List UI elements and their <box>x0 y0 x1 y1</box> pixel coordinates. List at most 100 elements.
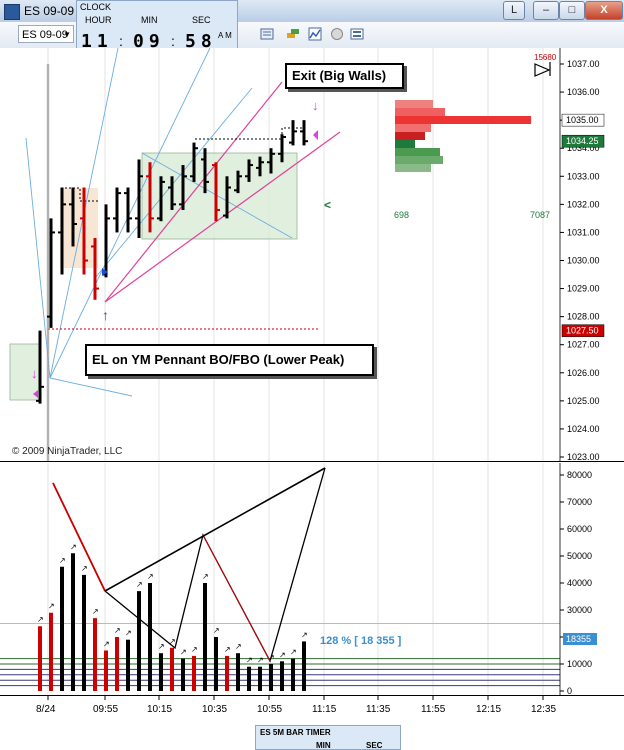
volume-up-arrow-icon: ↗ <box>59 556 66 565</box>
volume-up-arrow-icon: ↗ <box>81 564 88 573</box>
x-tick-label: 12:15 <box>476 704 501 715</box>
pennant-lower-line <box>104 131 341 303</box>
y-tick-label: 50000 <box>567 551 592 561</box>
x-tick-label: 11:55 <box>421 704 446 715</box>
buy-arrow-icon: ↑ <box>102 307 109 323</box>
clock-sec-label: SEC <box>192 15 211 25</box>
volume-up-arrow-icon: ↗ <box>125 629 132 638</box>
y-tick-label: 1023.00 <box>567 452 600 462</box>
exit-marker-icon <box>33 390 38 398</box>
instrument-dropdown[interactable]: ES 09-09 ▼ <box>18 25 74 43</box>
strategy-icon[interactable] <box>286 27 300 41</box>
x-tick-label: 10:35 <box>202 704 227 715</box>
volume-up-arrow-icon: ↗ <box>37 615 44 624</box>
restore-button[interactable]: L <box>503 1 525 20</box>
entry-arrow-icon: ↓ <box>31 366 38 381</box>
price-tag-label: 1035.00 <box>566 115 599 125</box>
volume-zigzag-rising <box>104 467 326 592</box>
minimize-button[interactable]: – <box>533 1 559 20</box>
close-button[interactable]: X <box>585 1 623 20</box>
indicator-icon[interactable] <box>308 27 322 41</box>
clock-separator: : <box>171 33 175 49</box>
price-chart[interactable]: ↓ ↓ ↑ < 698 7087 15680 1037.001036.00103… <box>0 48 624 462</box>
clock-widget: CLOCK HOUR MIN SEC 11 : 09 : 58 A M <box>76 0 238 56</box>
entry-annotation: EL on YM Pennant BO/FBO (Lower Peak) <box>85 344 374 376</box>
time-axis: 8/24 09:55 10:15 10:35 10:55 11:15 11:35 11:55 1… <box>0 695 624 726</box>
price-tag-label: 1034.25 <box>566 136 599 146</box>
bar-marker-icon <box>102 268 108 276</box>
y-tick-label: 60000 <box>567 524 592 534</box>
exit-marker-icon <box>313 130 318 140</box>
x-tick-label: 8/24 <box>36 704 56 715</box>
volume-up-arrow-icon: ↗ <box>147 572 154 581</box>
clock-hour-label: HOUR <box>85 15 112 25</box>
x-tick-label: 12:35 <box>531 704 556 715</box>
volume-up-arrow-icon: ↗ <box>70 542 77 551</box>
volume-up-arrow-icon: ↗ <box>158 642 165 651</box>
volume-up-arrow-icon: ↗ <box>191 645 198 654</box>
y-tick-label: 70000 <box>567 497 592 507</box>
y-tick-label: 1028.00 <box>567 312 600 322</box>
y-tick-label: 30000 <box>567 605 592 615</box>
clock-sec: 58 <box>185 31 217 52</box>
x-tick-label: 11:35 <box>366 704 391 715</box>
y-tick-label: 1026.00 <box>567 368 600 378</box>
pennant-upper-line <box>104 81 283 303</box>
volume-up-arrow-icon: ↗ <box>92 607 99 616</box>
chevron-down-icon: ▼ <box>63 30 71 39</box>
y-tick-label: 1025.00 <box>567 396 600 406</box>
window-title: ES 09-09 <box>24 4 75 18</box>
y-tick-label: 1033.00 <box>567 171 600 181</box>
x-tick-label: 10:15 <box>147 704 172 715</box>
volume-up-arrow-icon: ↗ <box>290 648 297 657</box>
copyright-text: © 2009 NinjaTrader, LLC <box>12 446 123 457</box>
time-axis-svg: 8/24 09:55 10:15 10:35 10:55 11:15 11:35 11:55 1… <box>36 696 556 715</box>
zoom-icon[interactable] <box>330 27 344 41</box>
y-tick-label: 40000 <box>567 578 592 588</box>
clock-separator: : <box>119 33 123 49</box>
volume-up-arrow-icon: ↗ <box>202 572 209 581</box>
data-box-icon[interactable] <box>350 27 364 41</box>
volume-up-arrow-icon: ↗ <box>257 656 264 665</box>
volume-zigzag-down <box>52 482 106 592</box>
volume-up-arrow-icon: ↗ <box>114 626 121 635</box>
volume-up-arrow-icon: ↗ <box>213 626 220 635</box>
properties-icon[interactable] <box>260 27 274 41</box>
clock-min: 09 <box>133 31 165 52</box>
y-tick-label: 1036.00 <box>567 87 600 97</box>
panel-divider <box>0 461 624 462</box>
candles <box>36 120 308 404</box>
bid-volume-total: 698 <box>394 210 409 220</box>
market-depth <box>395 100 531 172</box>
x-tick-label: 10:55 <box>257 704 282 715</box>
y-tick-label: 1037.00 <box>567 59 600 69</box>
volume-up-arrow-icon: ↗ <box>169 637 176 646</box>
volume-chart[interactable]: ↗↗↗↗↗↗↗↗↗↗↗↗↗↗↗↗↗↗↗↗↗↗↗↗↗ 01000020000300… <box>0 463 624 695</box>
x-tick-label: 09:55 <box>93 704 118 715</box>
y-tick-label: 1032.00 <box>567 199 600 209</box>
trail-stop-line <box>65 187 100 202</box>
play-icon[interactable] <box>534 62 551 77</box>
y-tick-label: 80000 <box>567 470 592 480</box>
price-axis: 1037.00 1036.00 1035.00 1034.00 1033.00 1032.… <box>560 59 605 462</box>
y-tick-label: 1027.00 <box>567 340 600 350</box>
volume-up-arrow-icon: ↗ <box>279 650 286 659</box>
clock-ampm: A M <box>218 31 232 40</box>
clock-hour: 11 <box>81 31 113 52</box>
volume-zigzag-down <box>202 534 271 662</box>
top-edge-label: 15680 <box>534 53 557 62</box>
volume-ratio-label: 128 % [ 18 355 ] <box>320 635 402 647</box>
y-tick-label: 1031.00 <box>567 227 600 237</box>
price-tag <box>561 324 605 337</box>
volume-up-arrow-icon: ↗ <box>103 640 110 649</box>
volume-up-arrow-icon: ↗ <box>301 630 308 639</box>
bar-timer-min-label: MIN <box>316 741 331 750</box>
x-tick-label: 11:15 <box>312 704 337 715</box>
last-price-marker: < <box>324 198 331 212</box>
y-tick-label: 1030.00 <box>567 256 600 266</box>
y-tick-label: 1034.00 <box>567 143 600 153</box>
volume-current-tag <box>563 633 597 645</box>
maximize-button[interactable]: □ <box>559 1 585 20</box>
volume-up-arrow-icon: ↗ <box>48 602 55 611</box>
volume-bars: ↗↗↗↗↗↗↗↗ ↗↗↗↗↗↗ ↗↗↗↗ ↗↗ ↗ ↗ ↗ ↗↗ <box>37 542 308 691</box>
